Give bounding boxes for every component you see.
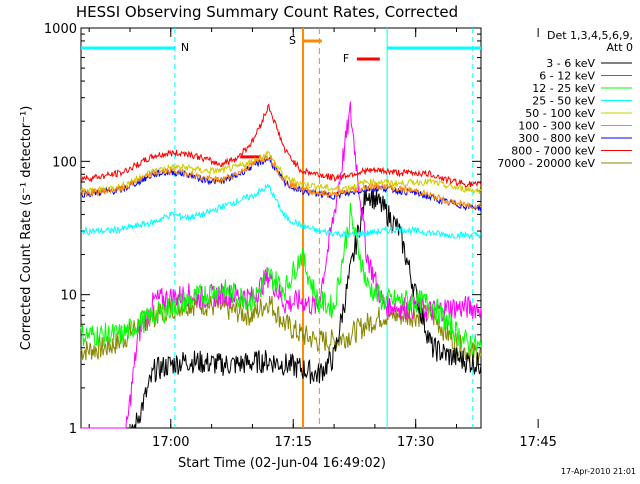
legend-label: 12 - 25 keV bbox=[532, 82, 595, 95]
legend-header-line2: Att 0 bbox=[607, 41, 633, 54]
y-axis-label: Corrected Count Rate (s⁻¹ detector⁻¹) bbox=[19, 106, 34, 351]
series-line bbox=[80, 293, 482, 367]
series-line bbox=[80, 202, 482, 357]
series-line bbox=[80, 156, 482, 211]
legend-label: 6 - 12 keV bbox=[539, 70, 595, 83]
footer-date: 17-Apr-2010 21:01 bbox=[561, 467, 636, 476]
legend-label: 7000 - 20000 keV bbox=[497, 157, 595, 170]
legend-label: 100 - 300 keV bbox=[518, 120, 595, 133]
legend-label: 50 - 100 keV bbox=[525, 107, 595, 120]
plot-area bbox=[80, 27, 539, 429]
series-line bbox=[80, 103, 482, 188]
series-line bbox=[80, 183, 482, 240]
legend-label: 300 - 800 keV bbox=[518, 132, 595, 145]
plot-frame bbox=[80, 27, 482, 429]
chart-title: HESSI Observing Summary Count Rates, Cor… bbox=[76, 3, 458, 21]
y-tick-label: 100 bbox=[52, 155, 77, 170]
x-tick-label: 17:00 bbox=[152, 435, 189, 450]
y-axis-label-text: Corrected Count Rate (s⁻¹ detector⁻¹) bbox=[19, 106, 34, 351]
y-tick-label: 1000 bbox=[44, 22, 77, 37]
annotation-label: F bbox=[343, 52, 349, 65]
y-tick-label: 10 bbox=[60, 289, 77, 304]
x-tick-label: 17:15 bbox=[275, 435, 312, 450]
x-tick-label: 17:30 bbox=[397, 435, 434, 450]
series-line bbox=[81, 101, 482, 429]
x-axis-label: Start Time (02-Jun-04 16:49:02) bbox=[178, 456, 386, 471]
x-tick-label: 17:45 bbox=[519, 435, 556, 450]
legend-label: 25 - 50 keV bbox=[532, 95, 595, 108]
y-tick-label: 1 bbox=[69, 422, 77, 437]
legend-header-line1: Det 1,3,4,5,6,9, bbox=[547, 29, 633, 42]
legend-label: 800 - 7000 keV bbox=[511, 145, 595, 158]
series-line bbox=[81, 154, 482, 211]
annotation-label: S bbox=[289, 34, 296, 47]
series-line bbox=[80, 150, 482, 195]
legend-label: 3 - 6 keV bbox=[546, 57, 595, 70]
series-line bbox=[81, 185, 482, 429]
annotation-label: N bbox=[181, 41, 189, 54]
